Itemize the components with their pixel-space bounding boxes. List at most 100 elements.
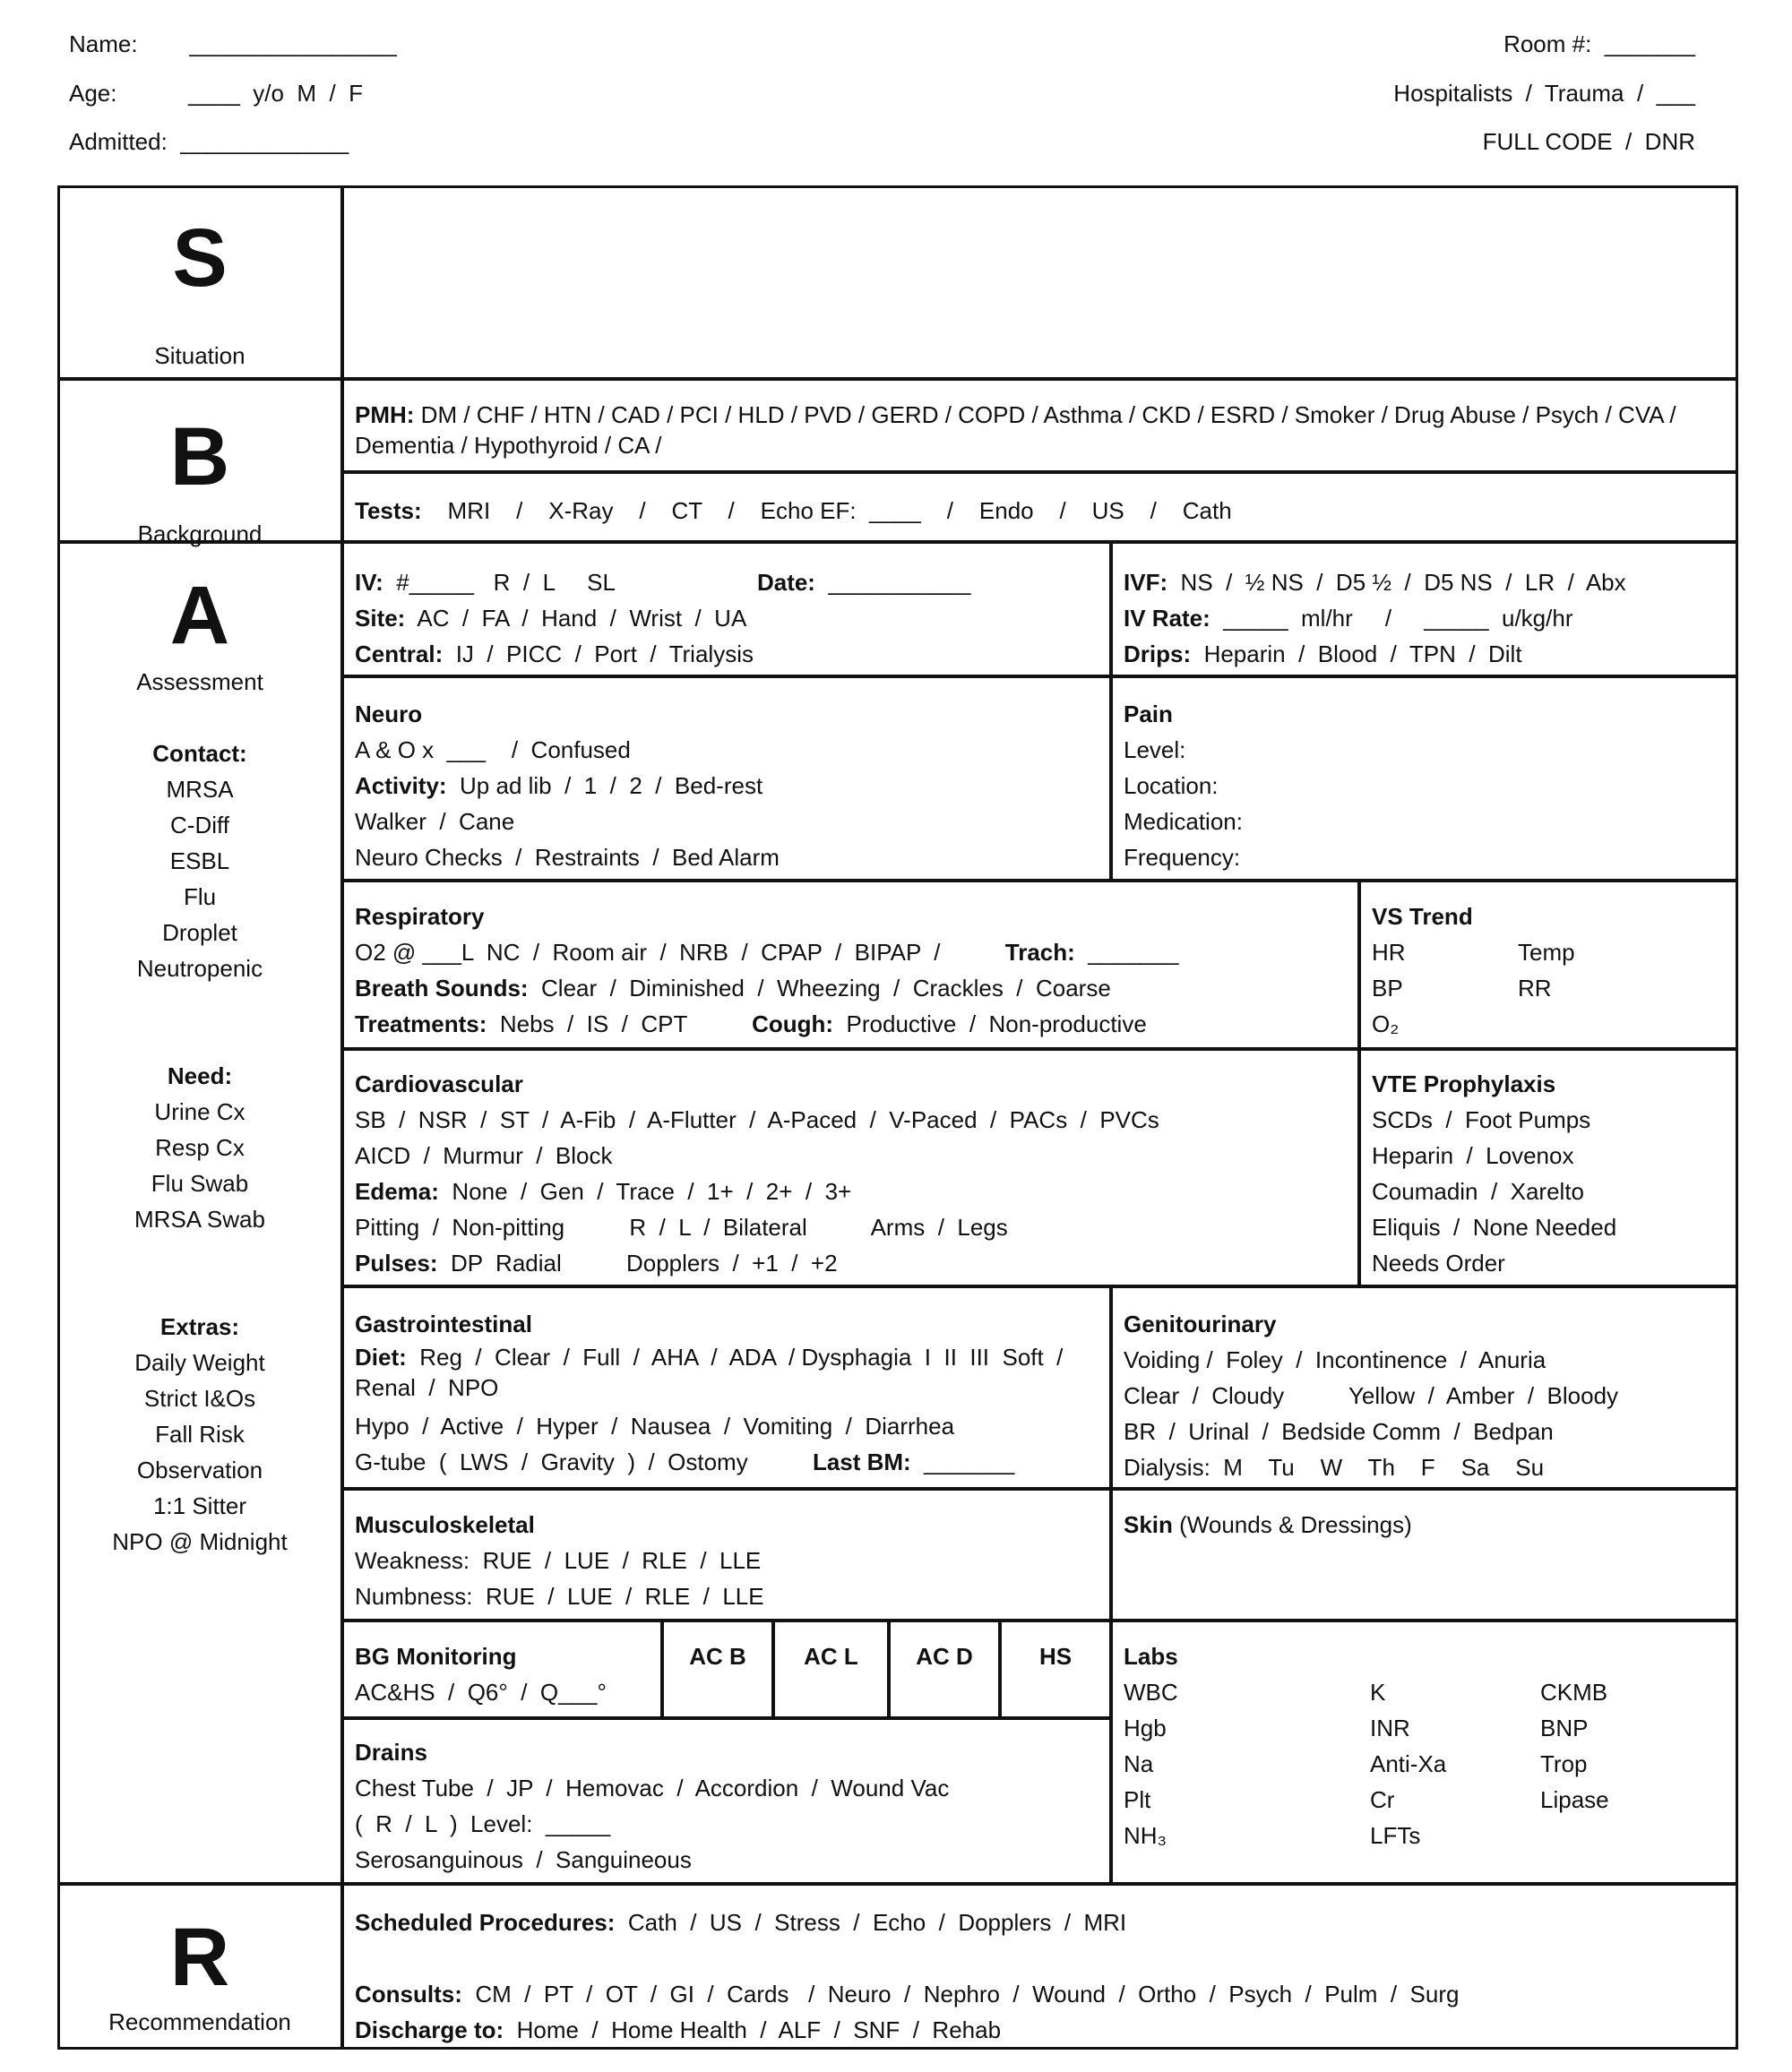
form-line: Activity: Up ad lib / 1 / 2 / Bed-rest [355,768,1100,804]
form-line: IV Rate: _____ ml/hr / _____ u/kg/hr [1124,600,1727,636]
musculoskeletal-section[interactable]: Musculoskeletal Weakness: RUE / LUE / RLE… [342,1489,1111,1621]
labs-column: K INR Anti-Xa Cr LFTs [1370,1674,1540,1853]
bg-ac-lunch-cell[interactable]: AC L [773,1621,889,1718]
drains-section[interactable]: Drains Chest Tube / JP / Hemovac / Accord… [342,1718,1111,1884]
need-item: Urine Cx [154,1098,246,1125]
form-line: O2 @ ___L NC / Room air / NRB / CPAP / B… [355,934,1348,970]
labs-column: WBC Hgb Na Plt NH₃ [1124,1674,1370,1853]
form-line: Scheduled Procedures: Cath / US / Stress… [355,1904,1727,1940]
option-text: NS / ½ NS / D5 ½ / D5 NS / LR / Abx [1167,569,1626,596]
field-label: Treatments: [355,1010,487,1037]
situation-letter: S [172,212,228,304]
contact-item: Neutropenic [136,955,263,982]
pain-title: Pain [1124,701,1173,727]
option-text: None / Gen / Trace / 1+ / 2+ / 3+ [438,1178,852,1205]
lab-item: Plt [1124,1786,1151,1813]
labs-title: Labs [1124,1643,1178,1670]
option-text: Heparin / Lovenox [1372,1142,1574,1169]
option-text: Nebs / IS / CPT [487,1010,753,1037]
option-text: Renal / NPO [355,1374,499,1401]
option-text: Dialysis: M Tu W Th F Sa Su [1124,1454,1545,1481]
skin-section[interactable]: Skin (Wounds & Dressings) [1111,1489,1738,1621]
vs-item: BP [1372,975,1403,1002]
field-label: Trach: [1004,939,1075,966]
form-line: SCDs / Foot Pumps [1372,1102,1727,1138]
form-line: Neuro Checks / Restraints / Bed Alarm [355,839,1100,875]
lab-item: CKMB [1540,1679,1608,1706]
option-text: SCDs / Foot Pumps [1372,1106,1591,1133]
option-text: CM / PT / OT / GI / Cards / Neuro / Neph… [461,1981,1460,2008]
form-line: SB / NSR / ST / A-Fib / A-Flutter / A-Pa… [355,1102,1348,1138]
bg-monitoring-section[interactable]: BG Monitoring AC&HS / Q6° / Q___° [342,1621,662,1718]
need-item: MRSA Swab [134,1206,265,1233]
genitourinary-section[interactable]: Genitourinary Voiding / Foley / Incontine… [1111,1286,1738,1489]
cardiovascular-section[interactable]: Cardiovascular SB / NSR / ST / A-Fib / A-… [342,1049,1359,1286]
labs-column: CKMB BNP Trop Lipase [1540,1674,1719,1853]
field-label: Pulses: [355,1250,438,1277]
option-text: Pitting / Non-pitting R / L / Bilateral … [355,1214,1008,1241]
msk-title: Musculoskeletal [355,1511,535,1538]
option-text: Location: [1124,772,1219,799]
service-field[interactable]: Hospitalists / Trauma / ___ [1393,80,1695,107]
tests-section[interactable]: Tests: MRI / X-Ray / CT / Echo EF: ____ … [342,472,1738,542]
field-label: Cough: [752,1010,834,1037]
need-item: Resp Cx [155,1134,245,1161]
option-text: Coumadin / Xarelto [1372,1178,1585,1205]
option-text: Level: [1124,736,1186,763]
recommendation-section[interactable]: Scheduled Procedures: Cath / US / Stress… [342,1884,1738,2050]
vte-prophylaxis-section[interactable]: VTE Prophylaxis SCDs / Foot Pumps Heparin … [1359,1049,1738,1286]
iv-section[interactable]: IV: #_____ R / L SL Date: ___________ Sit… [342,542,1111,676]
option-text: Up ad lib / 1 / 2 / Bed-rest [446,772,763,799]
contact-item: Droplet [162,919,237,946]
neuro-section[interactable]: Neuro A & O x ___ / Confused Activity: Up … [342,676,1111,881]
field-label: Breath Sounds: [355,975,529,1002]
gastrointestinal-section[interactable]: Gastrointestinal Diet: Reg / Clear / Full… [342,1286,1111,1489]
field-label: Activity: [355,772,447,799]
pmh-section[interactable]: PMH: DM / CHF / HTN / CAD / PCI / HLD / … [342,379,1738,472]
option-text: Clear / Diminished / Wheezing / Crackles… [528,975,1111,1002]
field-label: Discharge to: [355,2016,504,2043]
field-label: Tests: [355,497,422,524]
option-text: AC&HS / Q6° / Q___° [355,1679,607,1706]
option-text: Neuro Checks / Restraints / Bed Alarm [355,844,780,871]
vs-row: BP RR [1372,970,1727,1006]
form-line: Eliquis / None Needed [1372,1209,1727,1245]
pain-section[interactable]: Pain Level: Location: Medication: Frequency: [1111,676,1738,881]
option-text: Walker / Cane [355,808,515,835]
assessment-label-cell: A Assessment Contact: MRSA C-Diff ESBL Flu Dr… [57,542,342,1884]
form-line: BR / Urinal / Bedside Comm / Bedpan [1124,1414,1727,1449]
bg-ac-breakfast-cell[interactable]: AC B [662,1621,773,1718]
form-line: Dialysis: M Tu W Th F Sa Su [1124,1449,1727,1485]
lab-item: BNP [1540,1715,1589,1741]
contact-item: ESBL [169,847,230,874]
labs-section[interactable]: Labs WBC Hgb Na Plt NH₃ K INR Anti-Xa Cr LFTs CKMB… [1111,1621,1738,1884]
ivf-section[interactable]: IVF: NS / ½ NS / D5 ½ / D5 NS / LR / Abx… [1111,542,1738,676]
bg-hs-cell[interactable]: HS [1000,1621,1111,1718]
assessment-label: Assessment [136,668,263,695]
age-sex-field[interactable]: Age: ____ y/o M / F [69,80,364,107]
room-field[interactable]: Room #: _______ [1503,30,1695,57]
patient-name-field[interactable]: Name: ________________ [69,30,397,57]
background-letter: B [169,411,230,503]
field-label: IV Rate: [1124,605,1210,632]
form-line: Pulses: DP Radial Dopplers / +1 / +2 [355,1245,1348,1281]
vs-trend-section[interactable]: VS Trend HR Temp BP RR O₂ [1359,881,1738,1049]
neuro-title: Neuro [355,701,423,727]
assessment-letter: A [169,570,230,661]
need-title: Need: [167,1062,233,1089]
option-text: BR / Urinal / Bedside Comm / Bedpan [1124,1418,1554,1445]
option-text: SB / NSR / ST / A-Fib / A-Flutter / A-Pa… [355,1106,1159,1133]
bg-ac-dinner-cell[interactable]: AC D [889,1621,1000,1718]
respiratory-section[interactable]: Respiratory O2 @ ___L NC / Room air / NRB… [342,881,1359,1049]
admitted-field[interactable]: Admitted: _____________ [69,128,349,155]
extras-item: Strict I&Os [143,1385,256,1412]
form-line: Hypo / Active / Hyper / Nausea / Vomitin… [355,1408,1100,1444]
situation-notes-area[interactable] [342,185,1738,379]
skin-subtitle: (Wounds & Dressings) [1172,1511,1412,1538]
lab-item: K [1370,1679,1386,1706]
form-line: A & O x ___ / Confused [355,732,1100,768]
contact-title: Contact: [152,740,247,767]
lab-item: NH₃ [1124,1822,1167,1849]
extras-item: NPO @ Midnight [112,1528,288,1555]
code-status-field[interactable]: FULL CODE / DNR [1482,128,1695,155]
